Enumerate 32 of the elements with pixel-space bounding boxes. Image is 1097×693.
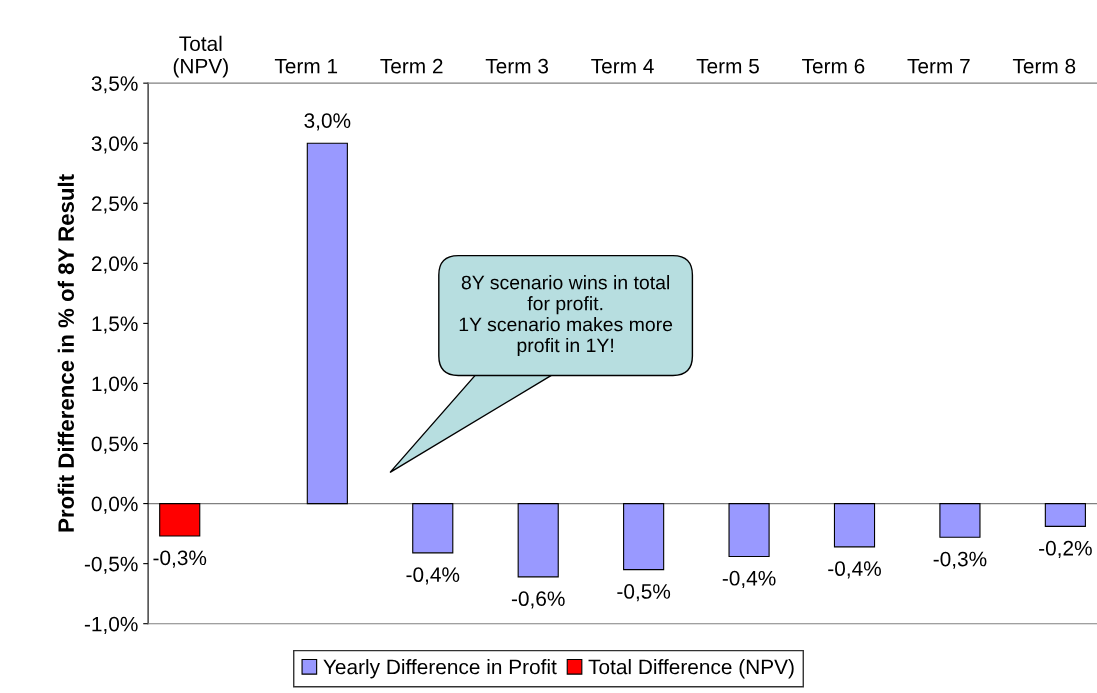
x-tick-label: Term 8	[1012, 58, 1076, 74]
data-label: -0,4%	[406, 567, 460, 585]
legend-label: Yearly Difference in Profit	[323, 659, 557, 679]
data-label: 3,0%	[304, 113, 351, 131]
y-tick-label: 2,5%	[91, 196, 138, 214]
x-tick-label: Term 3	[485, 58, 549, 74]
y-tick-label: 3,5%	[91, 76, 138, 94]
data-label: -0,4%	[828, 561, 881, 579]
y-tick-label: 1,0%	[92, 376, 138, 394]
legend-label: Total Difference (NPV)	[588, 659, 794, 679]
y-tick-label: -1,0%	[84, 616, 138, 634]
data-label: -0,6%	[511, 591, 565, 609]
x-tick-label: Term 1	[274, 58, 338, 74]
x-tick-label: Term 4	[591, 58, 654, 74]
y-tick-label: -0,5%	[84, 556, 138, 574]
y-tick-label: 0,5%	[91, 436, 138, 454]
annotation: 8Y scenario wins in total for profit. 1Y scenario makes more profit in 1Y!	[459, 275, 673, 357]
x-tick-label: Term 2	[380, 58, 443, 74]
x-tick-label: Term 5	[696, 58, 759, 74]
y-tick-label: 3,0%	[91, 136, 138, 154]
x-tick-label: Term 7	[907, 58, 970, 74]
y-tick-label: 0,0%	[91, 496, 138, 514]
x-tick-label: Total (NPV)	[173, 35, 228, 78]
y-axis-title: Profit Difference in % of 8Y Result	[57, 174, 74, 532]
data-label: -0,4%	[722, 570, 776, 589]
data-label: -0,3%	[153, 550, 207, 568]
data-label: -0,2%	[1039, 540, 1092, 559]
x-tick-label: Term 6	[802, 58, 865, 74]
data-label: -0,3%	[933, 551, 987, 569]
y-tick-label: 2,0%	[91, 256, 138, 274]
data-label: -0,5%	[617, 584, 671, 602]
y-tick-label: 1,5%	[92, 316, 138, 334]
